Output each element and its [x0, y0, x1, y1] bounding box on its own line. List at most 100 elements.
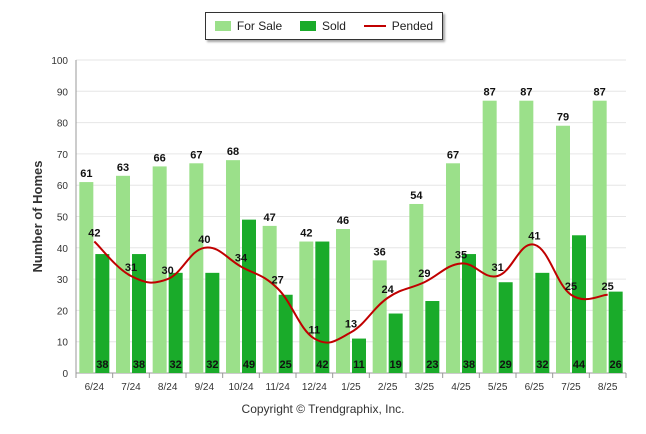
legend-item-pended[interactable]: Pended [363, 19, 434, 33]
bar-for-sale [79, 182, 94, 373]
y-tick-label: 90 [57, 87, 69, 98]
data-label-sold: 32 [536, 359, 548, 371]
data-label-for-sale: 68 [227, 146, 239, 158]
legend-label-pended: Pended [391, 19, 434, 33]
data-label-for-sale: 67 [190, 149, 202, 161]
bar-for-sale [556, 125, 570, 373]
data-label-pended: 24 [382, 284, 395, 296]
bar-sold [388, 313, 403, 373]
x-tick-label: 10/24 [228, 382, 253, 393]
legend-item-sold[interactable]: Sold [299, 19, 346, 33]
bar-sold [352, 338, 366, 373]
bar-for-sale [262, 225, 277, 373]
bar-sold [205, 272, 220, 373]
data-label-for-sale: 54 [410, 190, 423, 202]
data-label-sold: 38 [463, 359, 475, 371]
x-tick-label: 11/24 [266, 382, 291, 393]
bar-sold [498, 282, 513, 373]
bar-for-sale [372, 260, 387, 373]
data-label-sold: 23 [426, 359, 438, 371]
data-label-for-sale: 87 [520, 87, 532, 99]
data-label-pended: 31 [125, 262, 137, 274]
bar-for-sale [446, 163, 460, 373]
x-tick-label: 2/25 [378, 382, 398, 393]
data-label-sold: 38 [133, 359, 145, 371]
bar-sold [462, 254, 476, 373]
y-tick-label: 60 [57, 181, 69, 192]
data-label-for-sale: 87 [594, 87, 606, 99]
x-tick-label: 9/24 [195, 382, 215, 393]
data-label-for-sale: 87 [484, 87, 496, 99]
y-axis-label: Number of Homes [30, 161, 45, 273]
bar-for-sale [336, 229, 350, 373]
bar-for-sale [116, 175, 130, 373]
legend-item-for-sale[interactable]: For Sale [214, 19, 283, 33]
legend: For Sale Sold Pended [205, 12, 443, 40]
x-tick-label: 8/25 [598, 382, 618, 393]
legend-swatch-for-sale [214, 21, 231, 31]
legend-swatch-pended [363, 25, 386, 27]
data-label-sold: 38 [96, 359, 108, 371]
y-tick-label: 10 [57, 338, 69, 349]
y-tick-label: 100 [51, 56, 68, 67]
x-tick-label: 3/25 [415, 382, 435, 393]
bar-for-sale [409, 203, 424, 373]
bar-sold [608, 291, 623, 373]
data-label-pended: 42 [88, 228, 100, 240]
bar-sold [168, 272, 183, 373]
data-label-sold: 25 [280, 359, 292, 371]
data-label-sold: 26 [610, 359, 622, 371]
data-label-pended: 35 [455, 249, 467, 261]
x-tick-label: 7/25 [561, 382, 581, 393]
legend-swatch-sold [299, 21, 316, 31]
data-label-pended: 29 [418, 268, 430, 280]
y-tick-label: 30 [57, 275, 69, 286]
legend-label-for-sale: For Sale [236, 19, 283, 33]
x-tick-label: 4/25 [451, 382, 471, 393]
y-tick-label: 80 [57, 119, 69, 130]
data-label-pended: 27 [272, 274, 284, 286]
data-label-pended: 31 [492, 262, 504, 274]
bar-for-sale [226, 160, 240, 373]
x-tick-label: 5/25 [488, 382, 508, 393]
data-label-for-sale: 36 [374, 246, 386, 258]
bar-sold [572, 235, 586, 373]
y-tick-label: 70 [57, 150, 69, 161]
data-label-sold: 11 [353, 359, 365, 371]
data-label-pended: 30 [162, 265, 174, 277]
copyright: Copyright © Trendgraphix, Inc. [241, 402, 405, 416]
x-tick-label: 6/24 [85, 382, 105, 393]
bar-for-sale [592, 100, 607, 373]
bar-for-sale [482, 100, 497, 373]
data-label-for-sale: 46 [337, 215, 349, 227]
bar-for-sale [519, 100, 534, 373]
data-label-sold: 19 [390, 359, 402, 371]
bar-sold [535, 272, 550, 373]
y-tick-label: 40 [57, 244, 69, 255]
data-label-pended: 25 [565, 281, 577, 293]
bar-sold [95, 254, 110, 373]
bar-sold [315, 241, 330, 373]
data-label-for-sale: 79 [557, 112, 569, 124]
data-label-sold: 44 [573, 359, 586, 371]
data-label-sold: 32 [170, 359, 182, 371]
data-label-sold: 29 [500, 359, 512, 371]
bar-sold [278, 294, 293, 373]
data-label-for-sale: 67 [447, 149, 459, 161]
y-tick-label: 50 [57, 213, 69, 224]
x-tick-label: 8/24 [158, 382, 178, 393]
y-tick-label: 20 [57, 306, 69, 317]
data-label-for-sale: 42 [300, 228, 312, 240]
line-pended [93, 240, 608, 344]
data-label-for-sale: 66 [154, 152, 166, 164]
data-label-sold: 49 [243, 359, 255, 371]
data-label-pended: 25 [602, 281, 614, 293]
bar-sold [132, 254, 146, 373]
legend-label-sold: Sold [321, 19, 346, 33]
data-label-pended: 13 [345, 318, 357, 330]
bar-sold [425, 301, 440, 373]
bar-for-sale [152, 166, 167, 373]
data-label-for-sale: 61 [80, 168, 92, 180]
data-label-for-sale: 47 [264, 212, 276, 224]
